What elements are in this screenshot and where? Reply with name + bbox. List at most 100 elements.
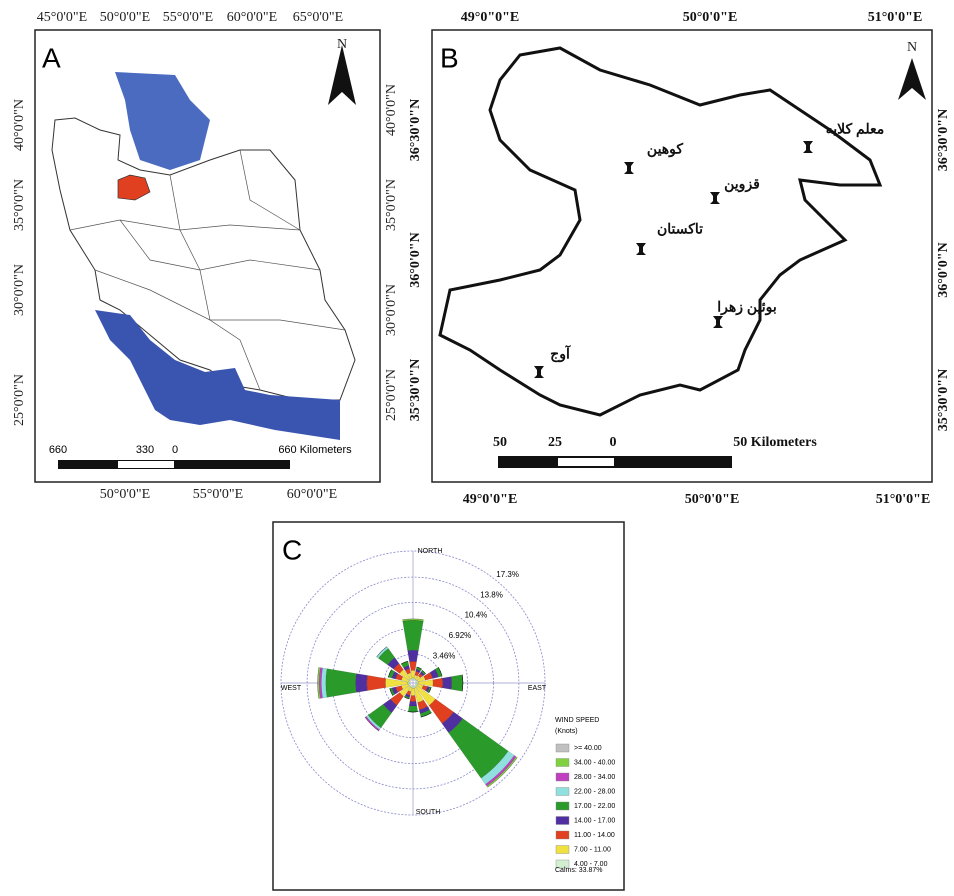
petal-segment [416, 666, 422, 670]
lon-label: 51°0'0"E [876, 492, 931, 507]
scale-label: 660 Kilometers [278, 444, 352, 456]
legend-label: 34.00 - 40.00 [574, 759, 615, 766]
city-label: آوج [550, 345, 571, 363]
lon-label: 60°0'0"E [227, 10, 277, 25]
ring-label: 10.4% [465, 611, 488, 620]
legend-label: 22.00 - 28.00 [574, 788, 615, 795]
petal-segment [438, 667, 443, 677]
ring-label: 17.3% [496, 570, 519, 579]
lon-label: 51°0'0"E [868, 10, 923, 25]
petal-segment [419, 709, 432, 718]
lat-label: 36°0'0"N [936, 242, 951, 297]
petal-segment [416, 666, 422, 670]
wind-rose: 3.46% 6.92% 10.4% 13.8% 17.3% [280, 550, 546, 816]
panel-label: B [440, 42, 459, 73]
legend-title: WIND SPEED [555, 717, 599, 724]
petal-segment [480, 750, 515, 785]
petal-segment [423, 672, 433, 681]
petal-segment [438, 667, 443, 677]
petal-segment [425, 686, 430, 693]
petal-segment [432, 677, 444, 689]
lon-label: 55°0'0"E [193, 487, 243, 502]
lon-label: 50°0'0"E [683, 10, 738, 25]
petal-segment [385, 678, 409, 688]
petal-segment [410, 678, 413, 681]
petal-segment [428, 698, 454, 724]
petal-segment [415, 666, 422, 672]
petal-segment [413, 674, 418, 680]
petal-segment [416, 666, 422, 670]
lon-label: 50°0'0"E [100, 10, 150, 25]
petal-segment [407, 672, 413, 680]
petal-segment [404, 696, 410, 700]
city-label: تاکستان [657, 221, 703, 237]
petal-segment [409, 661, 417, 671]
petal-segment [404, 695, 410, 700]
petal-segment [355, 673, 368, 693]
petal-segment [318, 667, 323, 699]
petal-segment [407, 705, 419, 713]
city-label: کوهین [647, 141, 683, 158]
qazvin-province [117, 174, 151, 201]
scale-label: 660 [49, 444, 67, 456]
petal-segment [410, 687, 416, 696]
petal-segment [416, 666, 422, 670]
panel-c-frame [272, 521, 625, 891]
lat-label: 30°0'0"N [12, 264, 27, 316]
legend-label: 17.00 - 22.00 [574, 803, 615, 810]
petal-segment [451, 674, 464, 692]
petal-segment [410, 685, 413, 688]
petal-segment [417, 676, 426, 683]
lat-label: 36°30'0"N [408, 99, 423, 161]
petal-segment [401, 683, 410, 690]
lat-label: 40°0'0"N [384, 84, 399, 136]
petal-segment [414, 679, 417, 682]
petal-segment [401, 676, 410, 683]
compass-label: EAST [528, 685, 547, 692]
petal-segment [442, 676, 452, 690]
petal-segment [388, 669, 392, 678]
petal-segment [420, 669, 427, 676]
study-area-outline [438, 46, 883, 417]
legend-swatch [555, 772, 570, 782]
legend-label: >= 40.00 [574, 745, 602, 752]
lat-label: 25°0'0"N [384, 369, 399, 421]
petal-segment [485, 755, 517, 787]
petal-segment [411, 677, 415, 681]
north-arrow [898, 58, 926, 100]
grid-ring [280, 550, 546, 816]
petal-segment [415, 681, 419, 685]
ring-label: 6.92% [449, 631, 472, 640]
panel-label: A [42, 42, 61, 73]
petal-segment [364, 716, 380, 732]
scale-bar [498, 456, 732, 468]
petal-segment [325, 668, 357, 698]
petal-segment [389, 688, 393, 696]
legend: >= 40.00 34.00 - 40.00 28.00 - 34.00 22.00 … [555, 743, 615, 869]
legend-swatch [555, 758, 570, 767]
city-label: قزوین [724, 176, 760, 193]
petal-segment [376, 646, 389, 659]
lat-label: 35°0'0"N [384, 179, 399, 231]
petal-segment [407, 681, 411, 685]
scale-label: 50 [493, 435, 507, 450]
calms-label: Calms: 33.87% [555, 867, 602, 874]
petal-segment [402, 620, 424, 651]
petal-segment [317, 667, 321, 699]
petal-segment [427, 686, 432, 694]
province-line [169, 174, 261, 391]
petal-segment [415, 679, 419, 683]
scale-bar [58, 460, 290, 469]
legend-swatch [555, 787, 570, 796]
petal-segment [408, 701, 418, 707]
lon-label: 50°0'0"E [100, 487, 150, 502]
city-label: معلم کلایه [826, 121, 885, 138]
legend-swatch [555, 845, 570, 854]
petal-segment [486, 756, 518, 788]
legend-label: 4.00 - 7.00 [574, 861, 608, 868]
petal-segment [389, 688, 393, 696]
petal-segment [389, 687, 395, 696]
ring-label: 13.8% [480, 591, 503, 600]
compass-label: WEST [281, 685, 302, 692]
petal-segment [434, 666, 443, 678]
